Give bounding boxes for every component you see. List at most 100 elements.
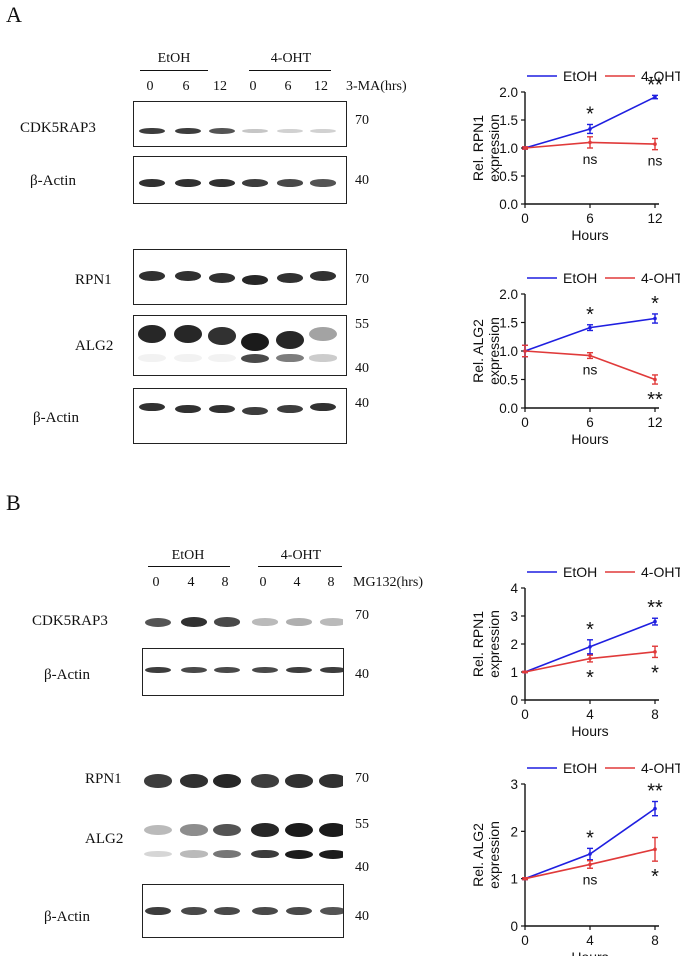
band (242, 179, 268, 187)
treatment-label: 3-MA(hrs) (346, 79, 407, 94)
mw-marker: 55 (355, 817, 369, 832)
band (213, 774, 241, 788)
x-tick-label: 0 (521, 933, 529, 948)
treatment-label: MG132(hrs) (353, 575, 423, 590)
band (175, 127, 201, 135)
data-point (588, 325, 592, 330)
data-point (653, 650, 657, 654)
y-axis-label-line: Rel. RPN1 (470, 115, 486, 181)
x-tick-label: 6 (586, 415, 594, 430)
blot-rpn1 (133, 249, 347, 305)
significance-label: ns (583, 871, 598, 887)
band (208, 353, 236, 363)
band (181, 906, 207, 916)
data-point (653, 847, 657, 852)
band (242, 128, 268, 134)
x-tick-label: 0 (521, 211, 529, 226)
timepoint: 0 (152, 575, 160, 590)
legend-label: EtOH (563, 760, 597, 776)
blot-label: RPN1 (85, 771, 122, 787)
y-axis-label-line: expression (486, 114, 502, 182)
band (214, 666, 240, 674)
data-point (523, 876, 527, 881)
y-tick-label: 0 (510, 693, 518, 708)
blot-beta-actin (142, 884, 344, 938)
x-tick-label: 12 (647, 211, 662, 226)
significance-label: * (586, 619, 594, 641)
band (145, 906, 171, 916)
band (320, 666, 343, 674)
data-point (653, 142, 657, 146)
significance-label: * (651, 293, 659, 315)
band (319, 849, 343, 859)
band (320, 618, 343, 626)
y-axis-label: Rel. RPN1 expression (470, 114, 502, 182)
data-point (588, 656, 592, 661)
y-tick-label: 0 (510, 919, 518, 934)
y-tick-label: 2.0 (499, 287, 518, 302)
x-tick-label: 12 (647, 415, 662, 430)
x-tick-label: 8 (651, 707, 659, 722)
band (174, 325, 202, 343)
band (277, 179, 303, 187)
band (286, 618, 312, 626)
band (251, 849, 279, 859)
significance-label: ns (583, 151, 598, 167)
significance-label: ** (647, 597, 663, 619)
x-axis-label: Hours (571, 431, 608, 447)
legend-label: 4-OHT (641, 270, 680, 286)
x-tick-label: 0 (521, 415, 529, 430)
band (241, 353, 269, 363)
blot-alg2 (133, 315, 347, 376)
y-tick-label: 1 (510, 872, 518, 887)
band (213, 823, 241, 837)
blot-label: β-Actin (44, 667, 90, 683)
significance-label: ** (647, 389, 663, 411)
y-tick-label: 2 (510, 824, 518, 839)
mw-marker: 70 (355, 771, 369, 786)
data-point (653, 316, 657, 321)
x-tick-label: 0 (521, 707, 529, 722)
group-label-4oht: 4-OHT (270, 51, 312, 66)
band (320, 906, 343, 916)
panel-letter-b: B (6, 490, 21, 515)
mw-marker: 70 (355, 113, 369, 128)
band (277, 273, 303, 283)
band (276, 331, 304, 349)
band (309, 354, 337, 362)
y-tick-label: 0.5 (499, 169, 518, 184)
chart-b-alg2: EtOH 4-OHT 0 1 2 3 0 4 8 Hours Rel. ALG2expression… (470, 760, 680, 956)
mw-marker: 40 (355, 361, 369, 376)
band (144, 850, 172, 858)
blot-beta-actin (133, 388, 347, 444)
band (208, 327, 236, 345)
data-point (588, 862, 592, 867)
data-point (653, 377, 657, 382)
timepoint: 4 (187, 575, 195, 590)
mw-marker: 40 (355, 667, 369, 682)
group-label-4oht: 4-OHT (280, 548, 322, 563)
mw-marker: 70 (355, 608, 369, 623)
legend-label: EtOH (563, 564, 597, 580)
group-label-etoh: EtOH (157, 51, 191, 66)
data-point (653, 619, 657, 624)
y-tick-label: 2 (510, 637, 518, 652)
y-tick-label: 2.0 (499, 85, 518, 100)
x-axis-label: Hours (571, 723, 608, 739)
band (181, 617, 207, 627)
blot-beta-actin (142, 648, 344, 696)
legend-label: EtOH (563, 68, 597, 84)
x-tick-label: 6 (586, 211, 594, 226)
mw-marker: 40 (355, 173, 369, 188)
band (277, 404, 303, 414)
band (139, 179, 165, 187)
band (285, 849, 313, 859)
x-tick-label: 8 (651, 933, 659, 948)
band (180, 850, 208, 858)
blot-label: β-Actin (33, 410, 79, 426)
timepoint: 6 (182, 79, 190, 94)
y-axis-label: Rel. ALG2 expression (470, 821, 502, 889)
group-label-etoh: EtOH (171, 548, 205, 563)
data-point (588, 140, 592, 145)
y-tick-label: 1.5 (499, 113, 518, 128)
